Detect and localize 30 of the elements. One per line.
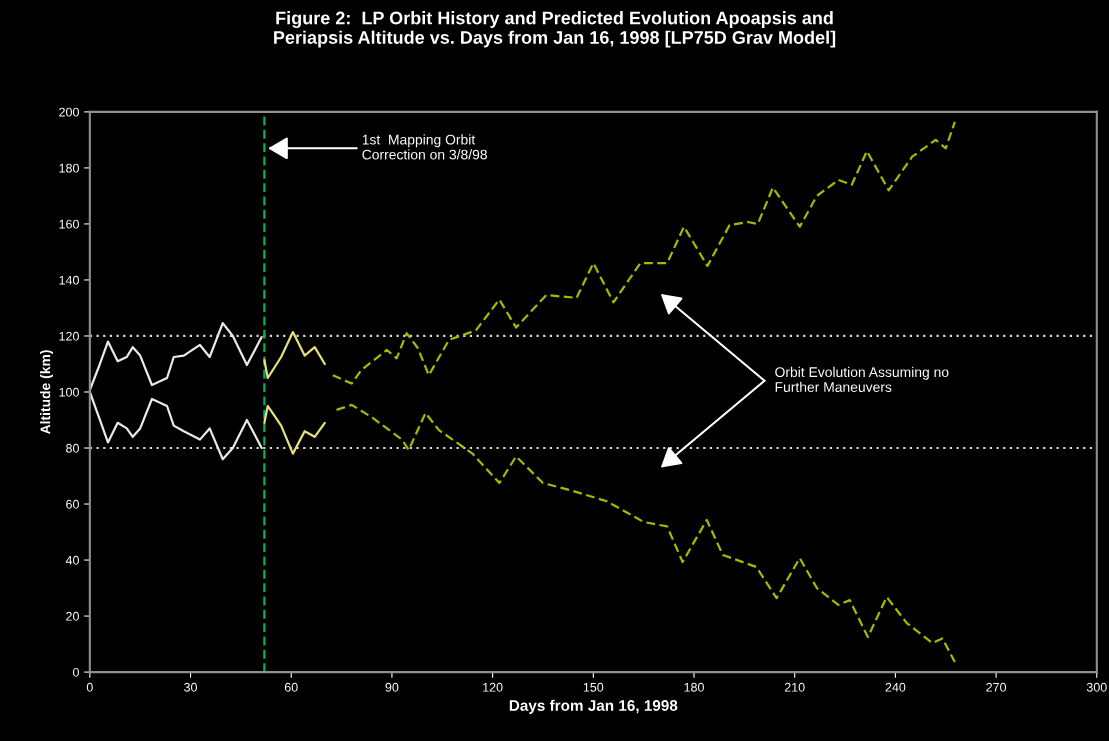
x-tick-label: 240 (885, 682, 906, 692)
x-tick-label: 300 (1086, 682, 1107, 692)
line-series (263, 330, 326, 380)
y-tick-label: 180 (59, 163, 79, 173)
y-tick-label: 140 (59, 275, 79, 285)
y-axis-title: Altitude (km) (40, 350, 53, 435)
x-tick-label: 270 (986, 682, 1007, 692)
x-tick-label: 90 (385, 682, 399, 692)
x-tick-label: 180 (684, 682, 704, 692)
y-tick-label: 20 (66, 611, 79, 621)
y-tick-label: 120 (59, 331, 79, 341)
y-tick-label: 100 (59, 387, 79, 397)
annotation: Orbit Evolution Assuming no Further Maneuvers (775, 366, 949, 392)
y-tick-label: 200 (59, 107, 79, 117)
x-tick-label: 120 (483, 682, 503, 692)
x-tick-label: 150 (583, 682, 604, 692)
y-tick-label: 160 (59, 219, 79, 229)
annotation: 1st Mapping Orbit Correction on 3/8/98 (362, 134, 487, 160)
y-tick-label: 0 (72, 667, 79, 677)
line-series (263, 404, 326, 455)
x-tick-label: 210 (784, 682, 805, 692)
chart-title: Figure 2: LP Orbit History and Predicted Evolution Apoapsis and Periapsis Altitude vs. Days from Jan 16, 1998 [LP75D Grav Model] (274, 11, 836, 48)
y-tick-label: 60 (66, 499, 79, 509)
y-tick-label: 80 (66, 443, 79, 453)
y-tick-label: 40 (65, 555, 79, 565)
x-tick-label: 30 (184, 682, 197, 692)
x-tick-label: 60 (284, 682, 298, 692)
line-series (335, 403, 956, 664)
x-axis-title: Days from Jan 16, 1998 (509, 699, 678, 714)
x-tick-label: 0 (86, 682, 93, 692)
